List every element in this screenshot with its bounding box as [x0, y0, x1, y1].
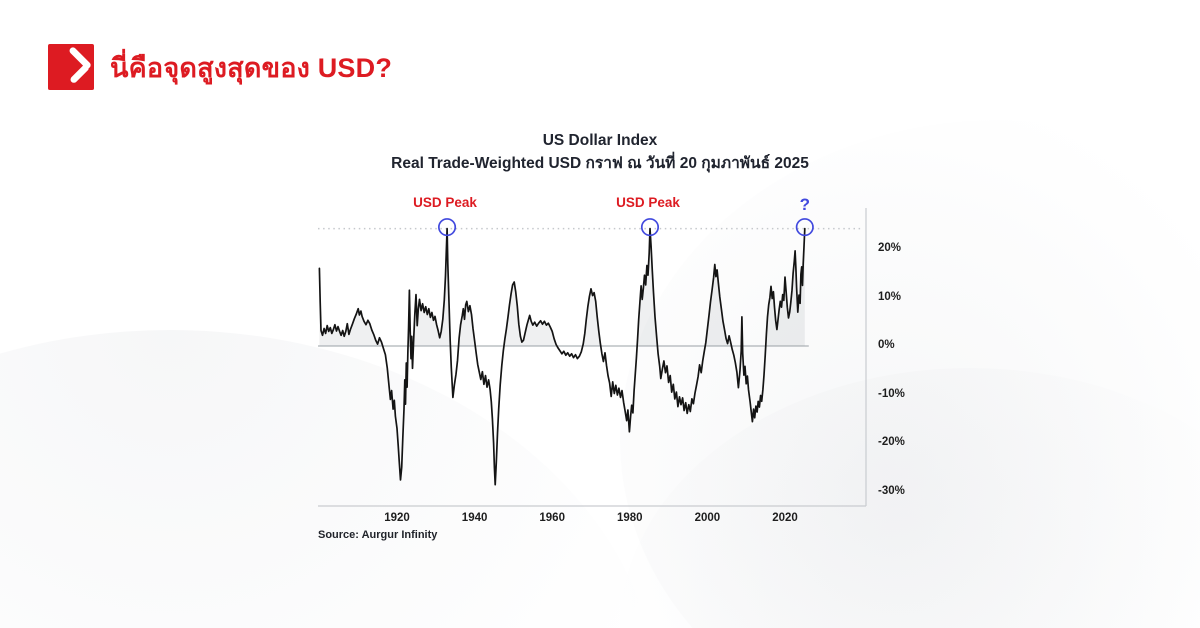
x-tick-label: 2000 [694, 512, 721, 524]
x-tick-label: 1980 [617, 512, 643, 524]
usd-peak-circle [438, 218, 457, 237]
x-tick-label: 1960 [539, 512, 565, 524]
y-tick-label: 10% [878, 290, 902, 303]
usd-peak-label: USD Peak [413, 194, 477, 210]
y-tick-label: -20% [878, 436, 905, 448]
question-mark-label: ? [799, 194, 810, 214]
y-tick-label: 20% [878, 242, 902, 254]
header: นี่คือจุดสูงสุดของ USD? [48, 44, 392, 90]
x-tick-label: 1940 [461, 512, 488, 524]
current-peak-circle [795, 218, 814, 237]
usd-index-line [318, 227, 806, 486]
y-tick-label: -10% [878, 387, 905, 400]
usd-peak-circle [640, 218, 660, 237]
x-tick-label: 1920 [384, 512, 410, 524]
chart-title-line2: Real Trade-Weighted USD กราฟ ณ วันที่ 20… [391, 155, 809, 172]
y-tick-label: 0% [878, 339, 895, 351]
positive-area-fill [319, 228, 805, 346]
x-tick-label: 2020 [772, 512, 798, 524]
y-tick-label: -30% [878, 484, 905, 497]
annotation-circles [438, 218, 814, 237]
page-title: นี่คือจุดสูงสุดของ USD? [110, 52, 393, 83]
chart-title: US Dollar Index Real Trade-Weighted USD … [250, 129, 950, 175]
chart-title-line1: US Dollar Index [542, 132, 658, 149]
brand-logo-icon [48, 44, 94, 90]
source-note: Source: Aurgur Infinity [318, 529, 438, 541]
usd-peak-label: USD Peak [616, 194, 680, 210]
